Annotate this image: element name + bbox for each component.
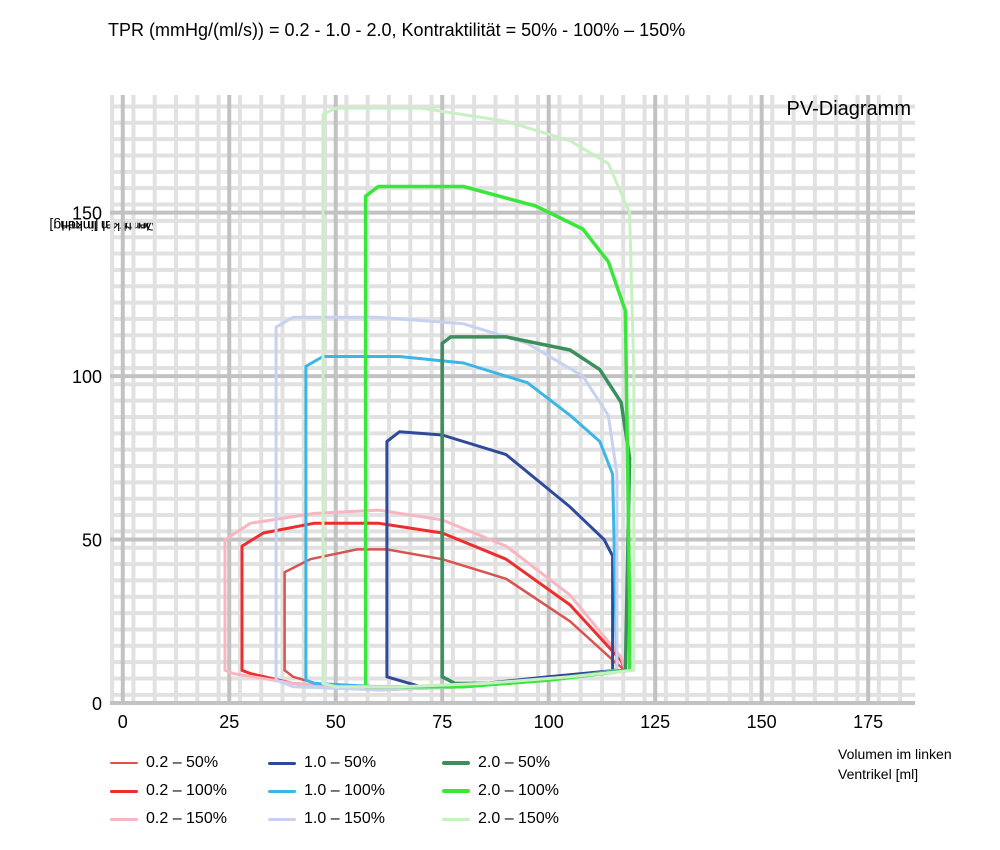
legend-label: 2.0 – 150% bbox=[478, 810, 559, 827]
legend-swatch bbox=[268, 789, 296, 793]
legend-label: 2.0 – 100% bbox=[478, 782, 559, 799]
x-tick-label: 100 bbox=[534, 712, 564, 732]
legend-swatch bbox=[442, 789, 470, 793]
series-line-8 bbox=[363, 184, 632, 689]
legend-item: 1.0 – 100% bbox=[268, 782, 385, 800]
legend-item: 0.2 – 100% bbox=[110, 782, 227, 800]
series-line-9 bbox=[321, 106, 636, 689]
legend-swatch bbox=[442, 817, 470, 821]
y-tick-label: 150 bbox=[72, 204, 102, 224]
legend-item: 2.0 – 50% bbox=[442, 754, 550, 772]
legend-label: 1.0 – 50% bbox=[304, 754, 377, 771]
x-tick-label: 150 bbox=[747, 712, 777, 732]
y-tick-label: 100 bbox=[72, 367, 102, 387]
y-tick-label: 0 bbox=[92, 694, 102, 714]
legend-swatch bbox=[268, 761, 296, 765]
chart-title: TPR (mmHg/(ml/s)) = 0.2 - 1.0 - 2.0, Kon… bbox=[108, 20, 686, 40]
x-axis-label-line-2: Ventrikel [ml] bbox=[838, 766, 919, 782]
x-axis-label-line-1: Volumen im linken bbox=[838, 746, 952, 762]
legend-label: 1.0 – 150% bbox=[304, 810, 385, 827]
legend-swatch bbox=[268, 817, 296, 821]
legend-swatch bbox=[110, 761, 138, 765]
x-tick-label: 0 bbox=[118, 712, 128, 732]
x-tick-label: 50 bbox=[326, 712, 346, 732]
legend-swatch bbox=[442, 761, 470, 765]
legend-item: 2.0 – 150% bbox=[442, 810, 559, 828]
legend-label: 0.2 – 150% bbox=[146, 810, 227, 827]
legend-label: 0.2 – 100% bbox=[146, 782, 227, 799]
legend-item: 1.0 – 50% bbox=[268, 754, 376, 772]
series-line-5 bbox=[304, 355, 619, 689]
legend-item: 0.2 – 150% bbox=[110, 810, 227, 828]
x-tick-label: 75 bbox=[432, 712, 452, 732]
x-tick-label: 125 bbox=[640, 712, 670, 732]
legend-label: 0.2 – 50% bbox=[146, 754, 219, 771]
legend-item: 2.0 – 100% bbox=[442, 782, 559, 800]
legend-label: 1.0 – 100% bbox=[304, 782, 385, 799]
x-axis-label: Volumen im linken Ventrikel [ml] bbox=[838, 744, 952, 784]
x-tick-label: 175 bbox=[853, 712, 883, 732]
legend-swatch bbox=[110, 789, 138, 793]
legend-item: 1.0 – 150% bbox=[268, 810, 385, 828]
x-tick-label: 25 bbox=[219, 712, 239, 732]
legend-item: 0.2 – 50% bbox=[110, 754, 218, 772]
legend-swatch bbox=[110, 817, 138, 821]
y-tick-label: 50 bbox=[82, 531, 102, 551]
plot-annotation: PV-Diagramm bbox=[787, 98, 911, 120]
legend-label: 2.0 – 50% bbox=[478, 754, 551, 771]
